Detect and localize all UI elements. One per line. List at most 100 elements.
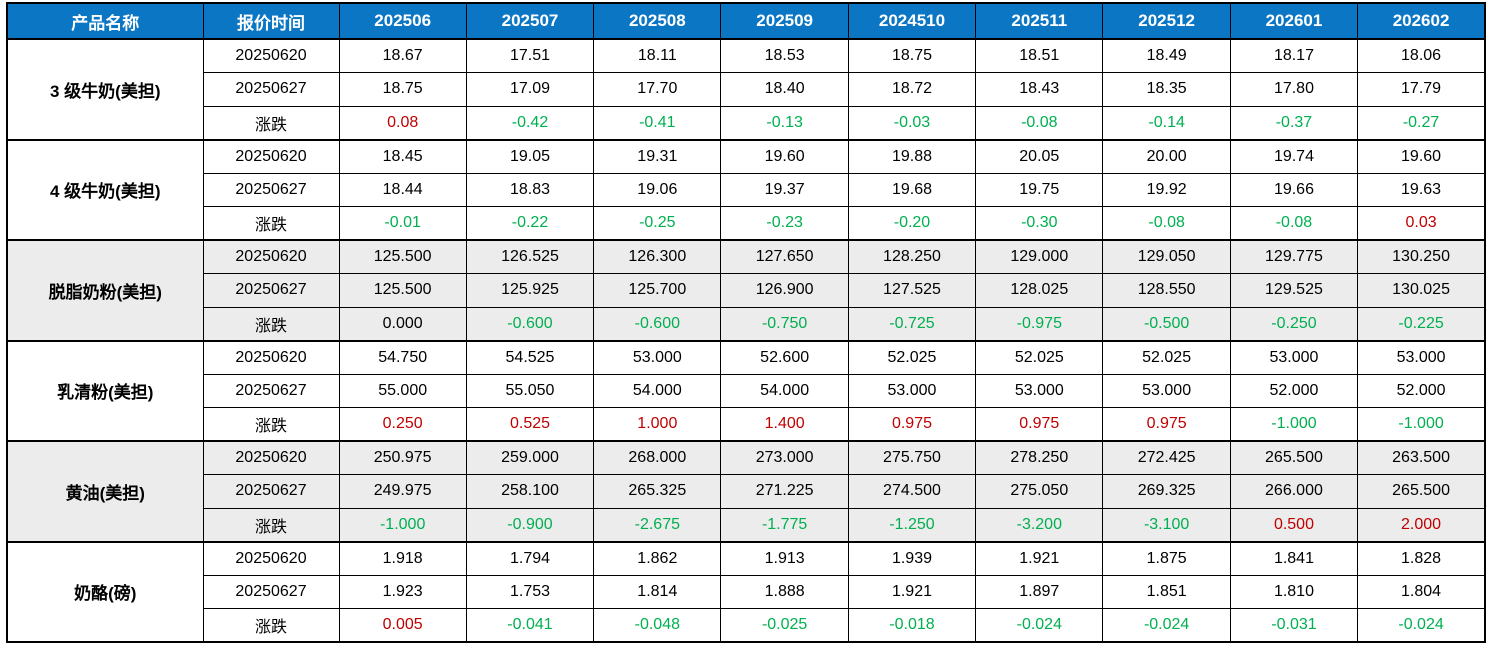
price-value-cell: 273.000 bbox=[720, 440, 849, 475]
price-value-cell: 18.43 bbox=[975, 72, 1104, 107]
month-column-header: 202507 bbox=[465, 2, 595, 40]
price-value-cell: 18.11 bbox=[593, 38, 722, 73]
quote-date-cell: 20250627 bbox=[202, 172, 340, 207]
change-value-cell: 0.250 bbox=[338, 407, 467, 442]
change-value-cell: -0.024 bbox=[975, 608, 1104, 643]
price-value-cell: 258.100 bbox=[465, 474, 595, 509]
change-value-cell: -1.775 bbox=[720, 507, 849, 542]
change-label-cell: 涨跌 bbox=[202, 306, 340, 341]
product-name-cell: 脱脂奶粉(美担) bbox=[6, 239, 204, 341]
change-value-cell: 1.000 bbox=[593, 407, 722, 442]
header-row: 产品名称 报价时间 202506 202507 202508 202509 202451… bbox=[6, 2, 1486, 40]
change-value-cell: 0.525 bbox=[465, 407, 595, 442]
change-value-cell: 0.975 bbox=[847, 407, 977, 442]
quote-row: 20250627 249.975 258.100 265.325 271.225 274.… bbox=[7, 474, 1486, 509]
price-value-cell: 275.050 bbox=[975, 474, 1104, 509]
price-value-cell: 52.025 bbox=[975, 339, 1104, 375]
change-value-cell: -0.20 bbox=[847, 206, 977, 241]
change-value-cell: 0.000 bbox=[338, 306, 467, 341]
quote-row: 奶酪(磅) 20250620 1.918 1.794 1.862 1.913 1.939 1.… bbox=[6, 540, 1486, 643]
quote-date-cell: 20250627 bbox=[202, 574, 340, 609]
month-column-header: 202511 bbox=[975, 2, 1104, 40]
price-value-cell: 19.68 bbox=[847, 172, 977, 207]
change-value-cell: -0.024 bbox=[1102, 608, 1231, 643]
quote-row: 20250627 18.44 18.83 19.06 19.37 19.68 19.75 19… bbox=[7, 172, 1486, 207]
change-row: 涨跌 -1.000 -0.900 -2.675 -1.775 -1.250 -3.200 -3… bbox=[7, 507, 1486, 542]
price-value-cell: 1.828 bbox=[1357, 540, 1486, 576]
price-value-cell: 1.923 bbox=[338, 574, 467, 609]
change-value-cell: -0.031 bbox=[1229, 608, 1359, 643]
price-value-cell: 126.525 bbox=[465, 239, 595, 274]
quote-row: 3 级牛奶(美担) 20250620 18.67 17.51 18.11 18.53 18.… bbox=[6, 38, 1486, 140]
quote-date-cell: 20250627 bbox=[202, 474, 340, 509]
change-value-cell: -0.14 bbox=[1102, 105, 1231, 140]
change-value-cell: -0.27 bbox=[1357, 105, 1486, 140]
month-column-header: 202508 bbox=[593, 2, 722, 40]
change-row: 涨跌 0.000 -0.600 -0.600 -0.750 -0.725 -0.975 -0.… bbox=[7, 306, 1486, 341]
price-value-cell: 20.00 bbox=[1102, 138, 1231, 174]
change-value-cell: -2.675 bbox=[593, 507, 722, 542]
price-value-cell: 52.000 bbox=[1357, 373, 1486, 408]
price-value-cell: 53.000 bbox=[1229, 339, 1359, 375]
price-value-cell: 17.09 bbox=[465, 72, 595, 107]
change-value-cell: 0.975 bbox=[1102, 407, 1231, 442]
price-value-cell: 127.650 bbox=[720, 239, 849, 274]
price-value-cell: 274.500 bbox=[847, 474, 977, 509]
price-value-cell: 52.600 bbox=[720, 339, 849, 375]
quote-row: 4 级牛奶(美担) 20250620 18.45 19.05 19.31 19.60 19.… bbox=[6, 138, 1486, 241]
change-value-cell: -0.22 bbox=[465, 206, 595, 241]
price-value-cell: 52.025 bbox=[1102, 339, 1231, 375]
quote-date-cell: 20250620 bbox=[202, 38, 340, 73]
price-value-cell: 18.45 bbox=[338, 138, 467, 174]
price-value-cell: 263.500 bbox=[1357, 440, 1486, 475]
price-value-cell: 128.250 bbox=[847, 239, 977, 274]
price-value-cell: 18.44 bbox=[338, 172, 467, 207]
month-column-header: 202512 bbox=[1102, 2, 1231, 40]
change-value-cell: -0.13 bbox=[720, 105, 849, 140]
price-value-cell: 52.000 bbox=[1229, 373, 1359, 408]
change-row: 涨跌 -0.01 -0.22 -0.25 -0.23 -0.20 -0.30 -0.08 -0.… bbox=[7, 206, 1486, 241]
month-column-header: 202602 bbox=[1357, 2, 1486, 40]
price-value-cell: 17.80 bbox=[1229, 72, 1359, 107]
price-value-cell: 18.53 bbox=[720, 38, 849, 73]
price-value-cell: 1.753 bbox=[465, 574, 595, 609]
change-value-cell: -0.08 bbox=[975, 105, 1104, 140]
price-value-cell: 55.000 bbox=[338, 373, 467, 408]
change-value-cell: 0.975 bbox=[975, 407, 1104, 442]
price-value-cell: 1.814 bbox=[593, 574, 722, 609]
price-value-cell: 18.40 bbox=[720, 72, 849, 107]
price-value-cell: 1.939 bbox=[847, 540, 977, 576]
change-value-cell: -0.37 bbox=[1229, 105, 1359, 140]
month-column-header: 202506 bbox=[338, 2, 467, 40]
change-label-cell: 涨跌 bbox=[202, 105, 340, 140]
change-value-cell: -0.01 bbox=[338, 206, 467, 241]
price-value-cell: 128.550 bbox=[1102, 273, 1231, 308]
change-label-cell: 涨跌 bbox=[202, 608, 340, 643]
change-value-cell: -0.725 bbox=[847, 306, 977, 341]
product-name-cell: 奶酪(磅) bbox=[6, 540, 204, 643]
product-name-cell: 乳清粉(美担) bbox=[6, 339, 204, 442]
product-name-cell: 黄油(美担) bbox=[6, 440, 204, 542]
price-value-cell: 127.525 bbox=[847, 273, 977, 308]
product-name-cell: 4 级牛奶(美担) bbox=[6, 138, 204, 241]
price-value-cell: 1.913 bbox=[720, 540, 849, 576]
price-value-cell: 1.804 bbox=[1357, 574, 1486, 609]
price-value-cell: 19.75 bbox=[975, 172, 1104, 207]
month-column-header: 202509 bbox=[720, 2, 849, 40]
price-value-cell: 17.70 bbox=[593, 72, 722, 107]
price-value-cell: 18.67 bbox=[338, 38, 467, 73]
change-value-cell: -0.42 bbox=[465, 105, 595, 140]
change-value-cell: -0.048 bbox=[593, 608, 722, 643]
product-name-cell: 3 级牛奶(美担) bbox=[6, 38, 204, 140]
price-value-cell: 125.700 bbox=[593, 273, 722, 308]
price-value-cell: 1.841 bbox=[1229, 540, 1359, 576]
quote-date-cell: 20250627 bbox=[202, 373, 340, 408]
price-value-cell: 126.300 bbox=[593, 239, 722, 274]
price-value-cell: 19.63 bbox=[1357, 172, 1486, 207]
price-value-cell: 1.794 bbox=[465, 540, 595, 576]
price-value-cell: 129.525 bbox=[1229, 273, 1359, 308]
price-value-cell: 54.750 bbox=[338, 339, 467, 375]
price-value-cell: 259.000 bbox=[465, 440, 595, 475]
change-value-cell: -0.25 bbox=[593, 206, 722, 241]
change-value-cell: -0.30 bbox=[975, 206, 1104, 241]
